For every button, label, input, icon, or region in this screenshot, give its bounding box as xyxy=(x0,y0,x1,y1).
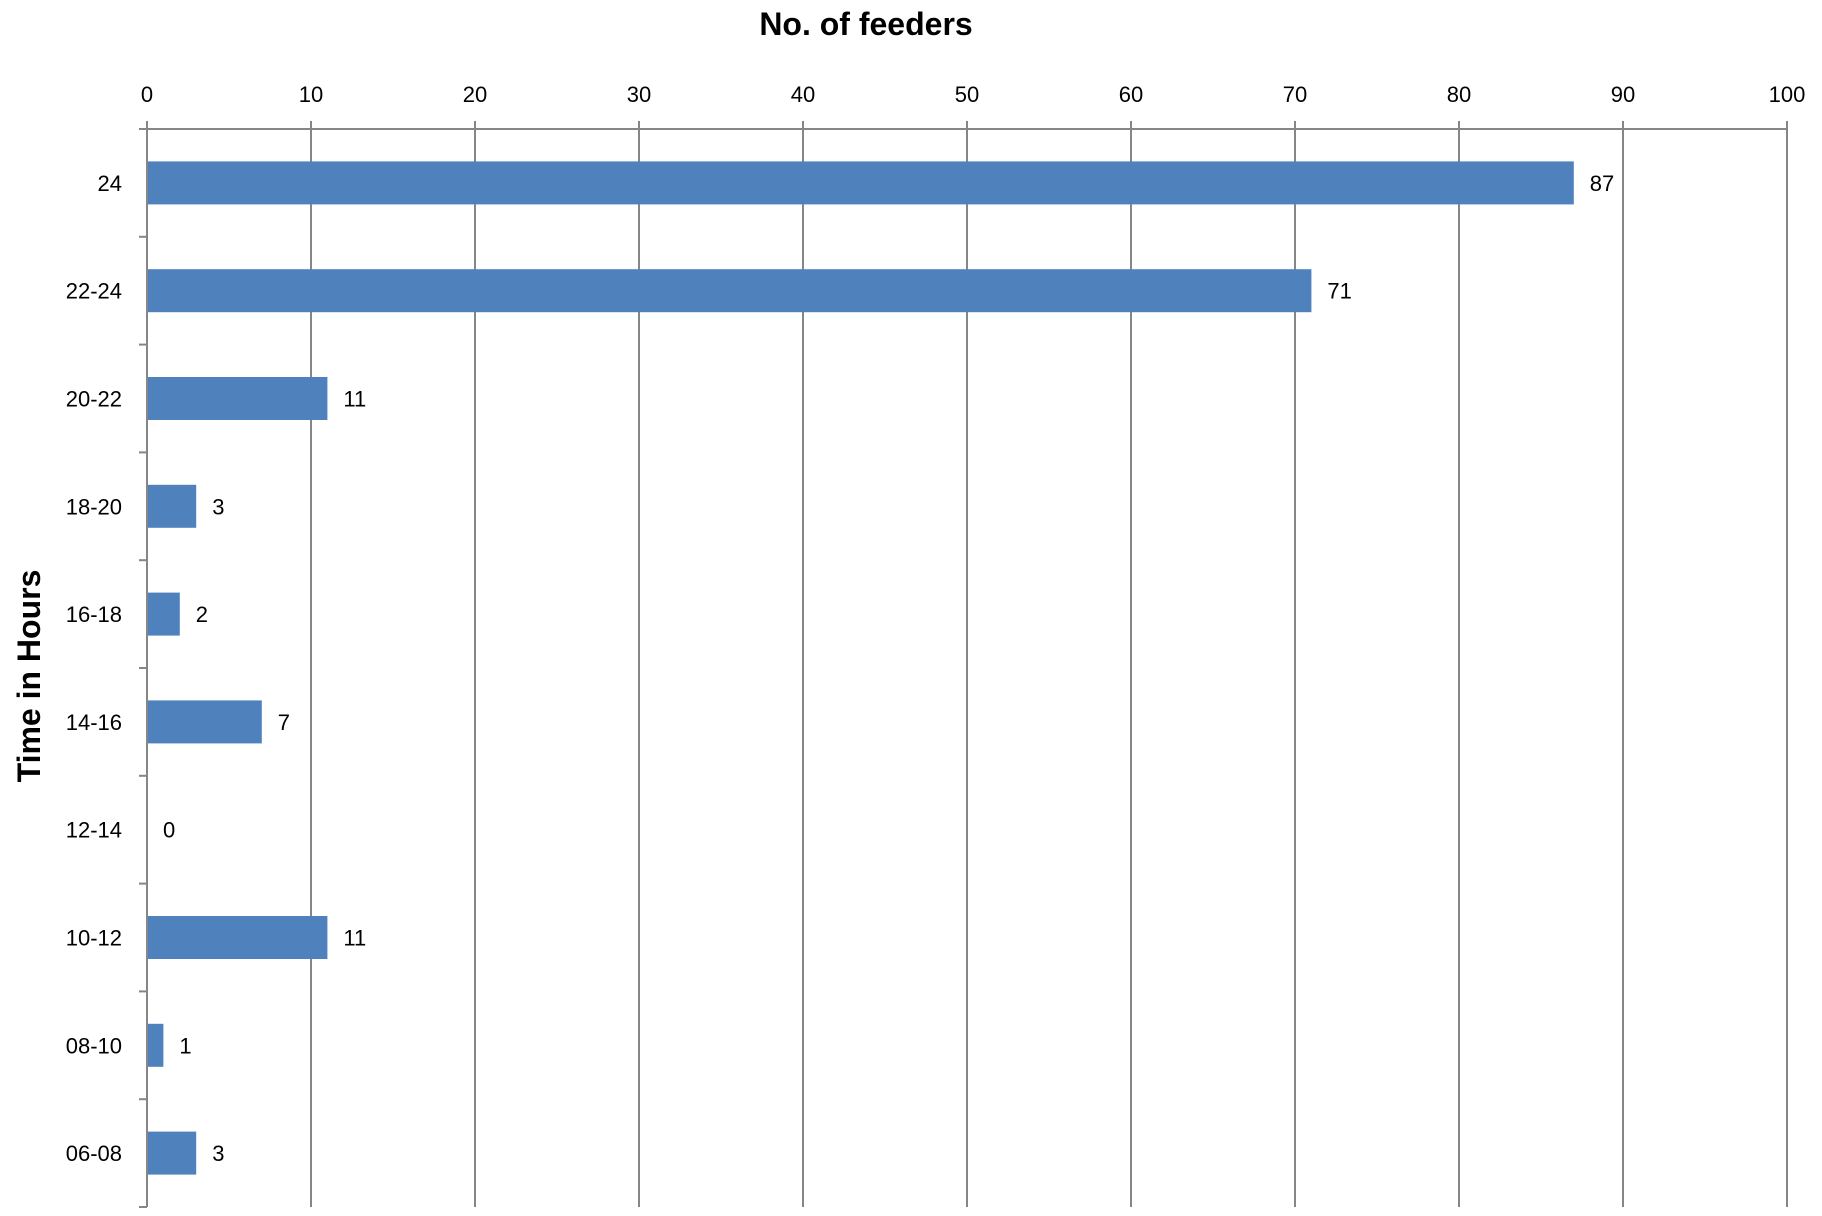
y-category-label: 06-08 xyxy=(66,1141,122,1166)
bar xyxy=(147,592,180,636)
bar xyxy=(147,1023,164,1067)
x-tick-label: 60 xyxy=(1119,82,1143,107)
bar xyxy=(147,1131,197,1175)
bars-layer xyxy=(147,161,1574,1175)
bar xyxy=(147,700,262,744)
y-category-label: 20-22 xyxy=(66,387,122,412)
x-axis-title: No. of feeders xyxy=(759,6,972,42)
y-axis-layer: 24 22-24 20-22 18-20 16-18 14-16 12-14 10-12 08-… xyxy=(66,128,148,1208)
bar xyxy=(147,377,328,420)
x-tick-label: 20 xyxy=(463,82,487,107)
data-label: 87 xyxy=(1590,171,1614,196)
data-label: 2 xyxy=(196,602,208,627)
x-tick-label: 40 xyxy=(791,82,815,107)
data-label: 7 xyxy=(278,710,290,735)
bar xyxy=(147,269,1312,313)
data-label: 3 xyxy=(212,494,224,519)
bar xyxy=(147,916,328,959)
data-label: 1 xyxy=(179,1033,191,1058)
y-category-label: 08-10 xyxy=(66,1033,122,1058)
data-label: 3 xyxy=(212,1141,224,1166)
data-label: 11 xyxy=(343,387,366,412)
x-tick-label: 80 xyxy=(1447,82,1471,107)
y-category-label: 12-14 xyxy=(66,818,122,843)
y-category-label: 16-18 xyxy=(66,602,122,627)
x-tick-label: 10 xyxy=(299,82,323,107)
x-tick-label: 70 xyxy=(1283,82,1307,107)
y-category-label: 10-12 xyxy=(66,926,122,951)
x-tick-label: 100 xyxy=(1769,82,1806,107)
x-tick-label: 30 xyxy=(627,82,651,107)
bar xyxy=(147,161,1574,205)
x-ticks-layer: 0 10 20 30 40 50 60 70 80 90 100 xyxy=(141,82,1805,107)
data-label: 0 xyxy=(163,818,175,843)
data-label: 71 xyxy=(1327,279,1351,304)
data-label: 11 xyxy=(343,926,366,951)
y-category-label: 14-16 xyxy=(66,710,122,735)
x-tick-label: 0 xyxy=(141,82,153,107)
y-category-label: 22-24 xyxy=(66,279,122,304)
y-axis-title: Time in Hours xyxy=(11,570,47,783)
x-tick-label: 90 xyxy=(1611,82,1635,107)
y-category-label: 18-20 xyxy=(66,494,122,519)
x-tick-label: 50 xyxy=(955,82,979,107)
y-category-label: 24 xyxy=(98,171,122,196)
bar xyxy=(147,484,197,528)
